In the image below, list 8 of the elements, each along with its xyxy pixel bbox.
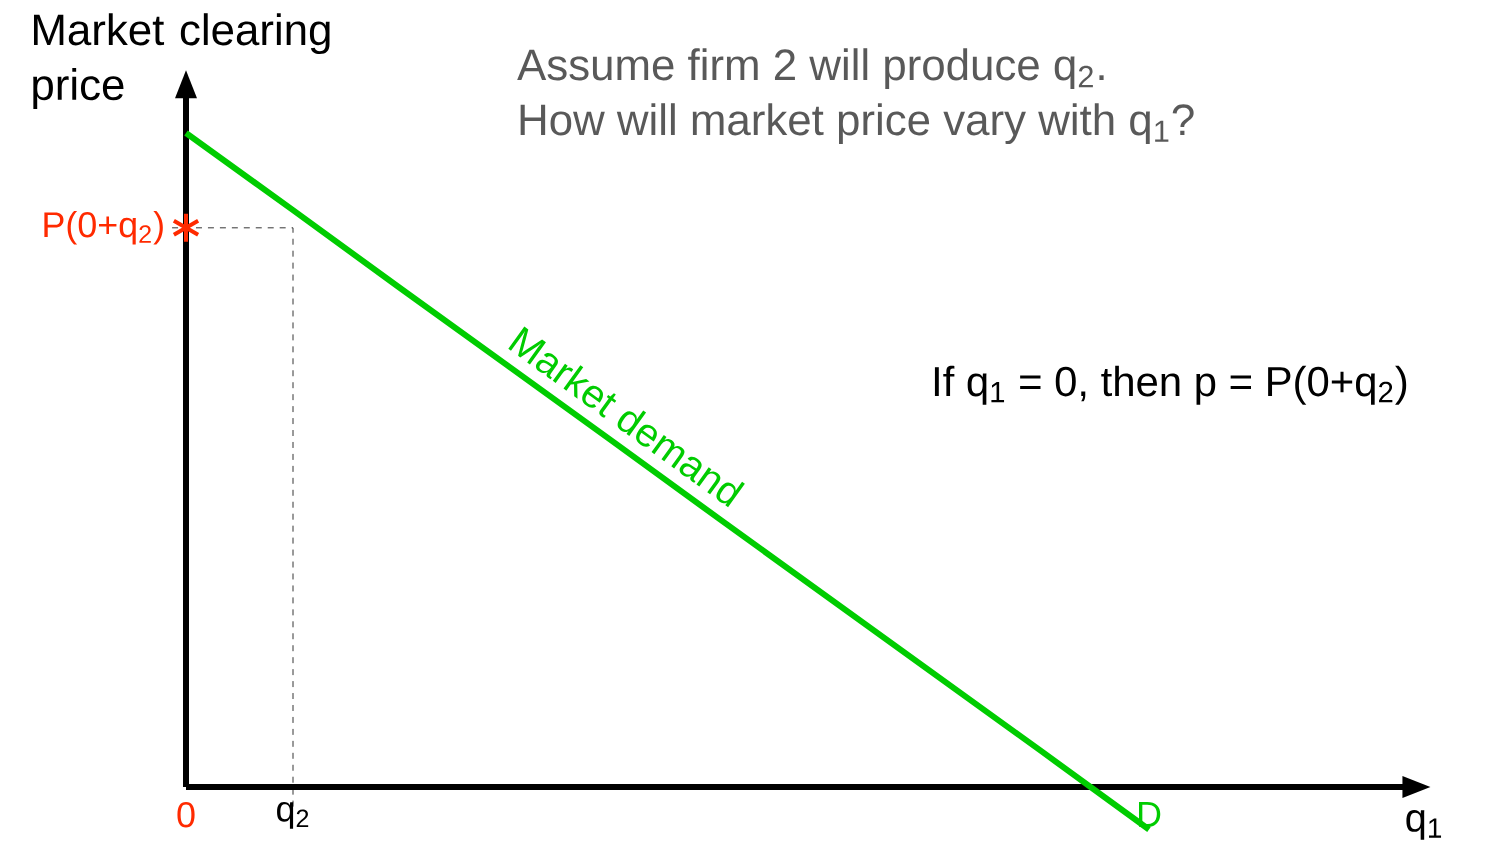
- chart-subtitle: How will market price vary with q$_{1}$?: [520, 103, 1194, 145]
- x-tick-label: q$_{2}$: [277, 802, 309, 829]
- text: q$_{1}$: [1406, 810, 1442, 840]
- ref-line-label: P(0+q$_{2}$): [44, 211, 163, 245]
- annotation: If q$_{1}$ = 0, then p = P(0+q$_{2}$): [934, 365, 1407, 405]
- y-axis-title: Market clearing price: [33, 13, 330, 109]
- chart-title: Assume firm 2 will produce q$_{2}$.: [517, 48, 1104, 90]
- x-tick-label: 0: [177, 802, 195, 828]
